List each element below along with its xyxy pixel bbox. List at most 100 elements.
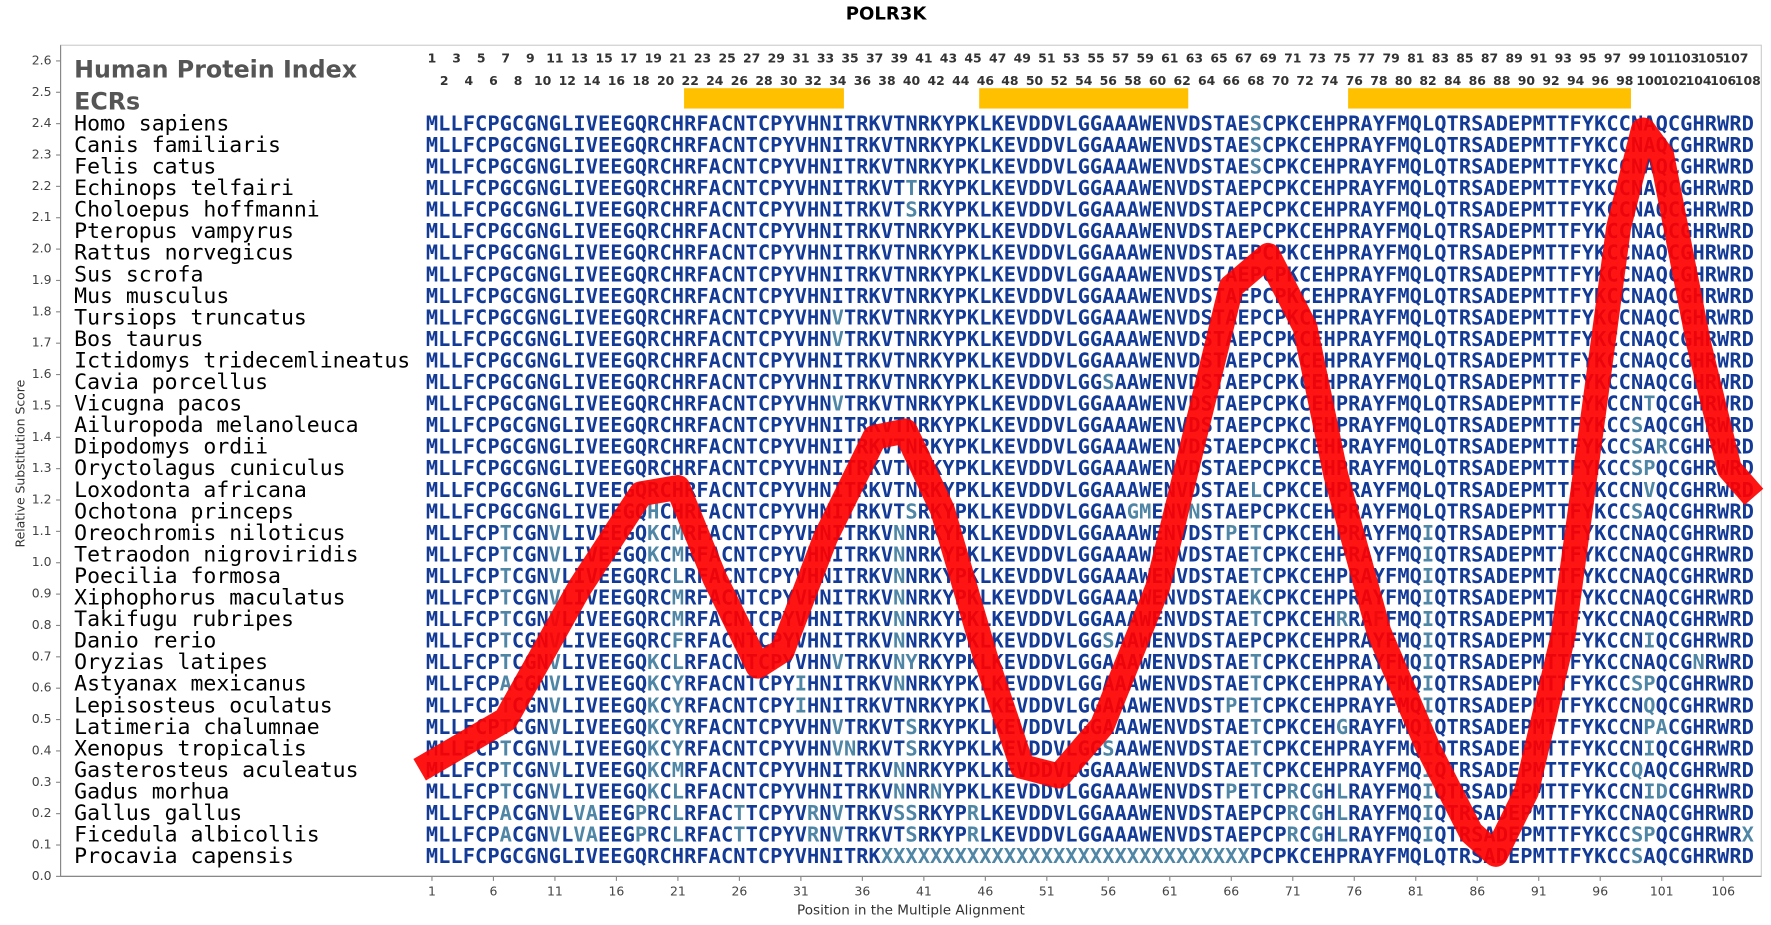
index-number: 58 [1124,73,1141,88]
index-number: 100 [1636,73,1662,88]
index-number: 4 [465,73,474,88]
x-tick-label: 26 [731,884,747,899]
index-number: 17 [620,50,637,65]
y-tick-label: 0.8 [32,617,52,632]
x-tick-label: 76 [1346,884,1362,899]
species-name: Echinops telfairi [74,176,294,201]
species-name: Homo sapiens [74,111,229,136]
index-number: 57 [1112,50,1129,65]
chart-title: POLR3K [846,4,928,25]
species-name: Oryzias latipes [74,650,268,675]
index-number: 53 [1063,50,1080,65]
ecr-bar [684,88,844,109]
x-tick-label: 31 [793,884,809,899]
y-tick-label: 2.5 [32,84,52,99]
y-tick-label: 2.6 [32,52,52,67]
index-number: 14 [583,73,601,88]
sequence: MLLFCPACGNVLVAEEGPRCLRFACTTCPYVRNVTRKVTS… [426,823,1754,847]
species-name: Felis catus [74,154,216,179]
sequence: MLLFCPGCGNGLIVEEGQRCHRFACNTCPYVHNVTRKVTN… [426,392,1754,416]
index-number: 97 [1604,50,1621,65]
species-name: Poecilia formosa [74,564,281,589]
y-tick-label: 0.6 [32,680,52,695]
index-number: 67 [1235,50,1252,65]
index-number: 8 [514,73,523,88]
index-number: 24 [706,73,724,88]
index-number: 89 [1505,50,1522,65]
x-tick-label: 91 [1531,884,1547,899]
x-tick-label: 56 [1100,884,1116,899]
index-number: 75 [1333,50,1350,65]
species-name: Ficedula albicollis [74,823,320,848]
x-tick-label: 16 [609,884,625,899]
index-number: 93 [1555,50,1572,65]
index-number: 80 [1395,73,1413,88]
sequence: MLLFCPGCGNGLIVEEGQRCHRFACNTCPYVHNITRKVTN… [426,219,1754,243]
species-name: Astyanax mexicanus [74,672,307,697]
index-number: 90 [1518,73,1536,88]
index-number: 6 [489,73,498,88]
y-tick-label: 0.2 [32,805,52,820]
index-number: 99 [1628,50,1645,65]
species-name: Vicugna pacos [74,392,242,417]
index-number: 64 [1198,73,1216,88]
species-name: Oryctolagus cuniculus [74,456,345,481]
index-number: 20 [657,73,675,88]
sequence: MLLFCPTCGNVLIVEEGQKCLRFACNTCPYVHNITRKVNN… [426,779,1754,803]
sequence: MLLFCPGCGNGLIVEEGQRCHRFACNTCPYVHNITRKVTN… [426,370,1754,394]
index-number: 105 [1698,50,1724,65]
y-tick-label: 2.4 [32,115,52,130]
index-number: 31 [792,50,809,65]
index-number: 48 [1001,73,1018,88]
index-number: 88 [1493,73,1510,88]
index-number: 69 [1260,50,1277,65]
y-tick-label: 1.9 [32,272,52,287]
species-name: Lepisosteus oculatus [74,693,333,718]
y-tick-label: 0.4 [32,742,52,757]
sequence: MLLFCPGCGNGLIVEEGQRCHRFACNTCPYVHNVTRKVTN… [426,305,1754,329]
index-number: 45 [964,50,981,65]
ecr-bar [979,88,1189,109]
species-name: Gallus gallus [74,801,242,826]
y-tick-label: 1.2 [32,492,52,507]
sequence: MLLFCPTCGNVLIVEEGQKCMRFACNTCPYVHNITRKVNN… [426,542,1754,566]
index-number: 91 [1530,50,1547,65]
y-tick-label: 0.7 [32,648,52,663]
sequence: MLLFCPGCGNGLIVEEGQRCHRFACNTCPYVHNVTRKVTN… [426,327,1754,351]
species-name: Cavia porcellus [74,370,268,395]
x-tick-label: 66 [1223,884,1239,899]
y-axis-label: Relative Substitution Score [12,380,27,548]
x-tick-label: 46 [977,884,993,899]
index-number: 52 [1050,73,1067,88]
index-number: 78 [1370,73,1387,88]
y-tick-label: 0.1 [32,837,52,852]
index-number: 62 [1173,73,1190,88]
index-number: 26 [731,73,748,88]
index-number: 49 [1014,50,1031,65]
index-number: 19 [645,50,662,65]
x-tick-label: 1 [428,884,436,899]
sequence: MLLFCPGCGNGLIVEEGQRCHRFACNTCPYVHNITRKVTN… [426,413,1754,437]
x-tick-label: 106 [1711,884,1735,899]
sequence: MLLFCPGCGNGLIVEEGQRCHRFACNTCPYVHNITRKVTN… [426,133,1754,157]
species-name: Rattus norvegicus [74,241,294,266]
species-name: Procavia capensis [74,844,294,869]
species-name: Xiphophorus maculatus [74,586,345,611]
species-name: Gasterosteus aculeatus [74,758,358,783]
index-number: 23 [694,50,711,65]
y-tick-label: 1.0 [32,554,52,569]
index-number: 9 [526,50,535,65]
index-number: 43 [940,50,957,65]
species-name: Tetraodon nigroviridis [74,542,358,567]
index-number: 66 [1223,73,1240,88]
species-name: Xenopus tropicalis [74,736,307,761]
index-number: 71 [1284,50,1301,65]
y-tick-label: 1.4 [32,429,52,444]
sequence: MLLFCPGCGNGLIVEEGQRCHRFACNTCPYVHNITRKVTS… [426,198,1754,222]
sequence: MLLFCPGCGNGLIVEEGQRCHRFACNTCPYVHNITRKVTN… [426,456,1754,480]
index-number: 85 [1456,50,1473,65]
index-number: 76 [1346,73,1363,88]
sequence: MLLFCPTCGNVLIVEEGQKCMRFACNTCPYVHNITRKVNN… [426,758,1754,782]
ecr-bar [1348,88,1631,109]
y-tick-label: 1.7 [32,335,52,350]
